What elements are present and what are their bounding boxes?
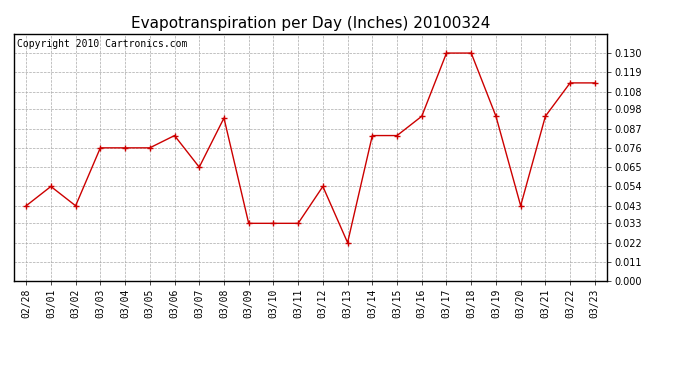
Title: Evapotranspiration per Day (Inches) 20100324: Evapotranspiration per Day (Inches) 2010… — [131, 16, 490, 31]
Text: Copyright 2010 Cartronics.com: Copyright 2010 Cartronics.com — [17, 39, 187, 49]
